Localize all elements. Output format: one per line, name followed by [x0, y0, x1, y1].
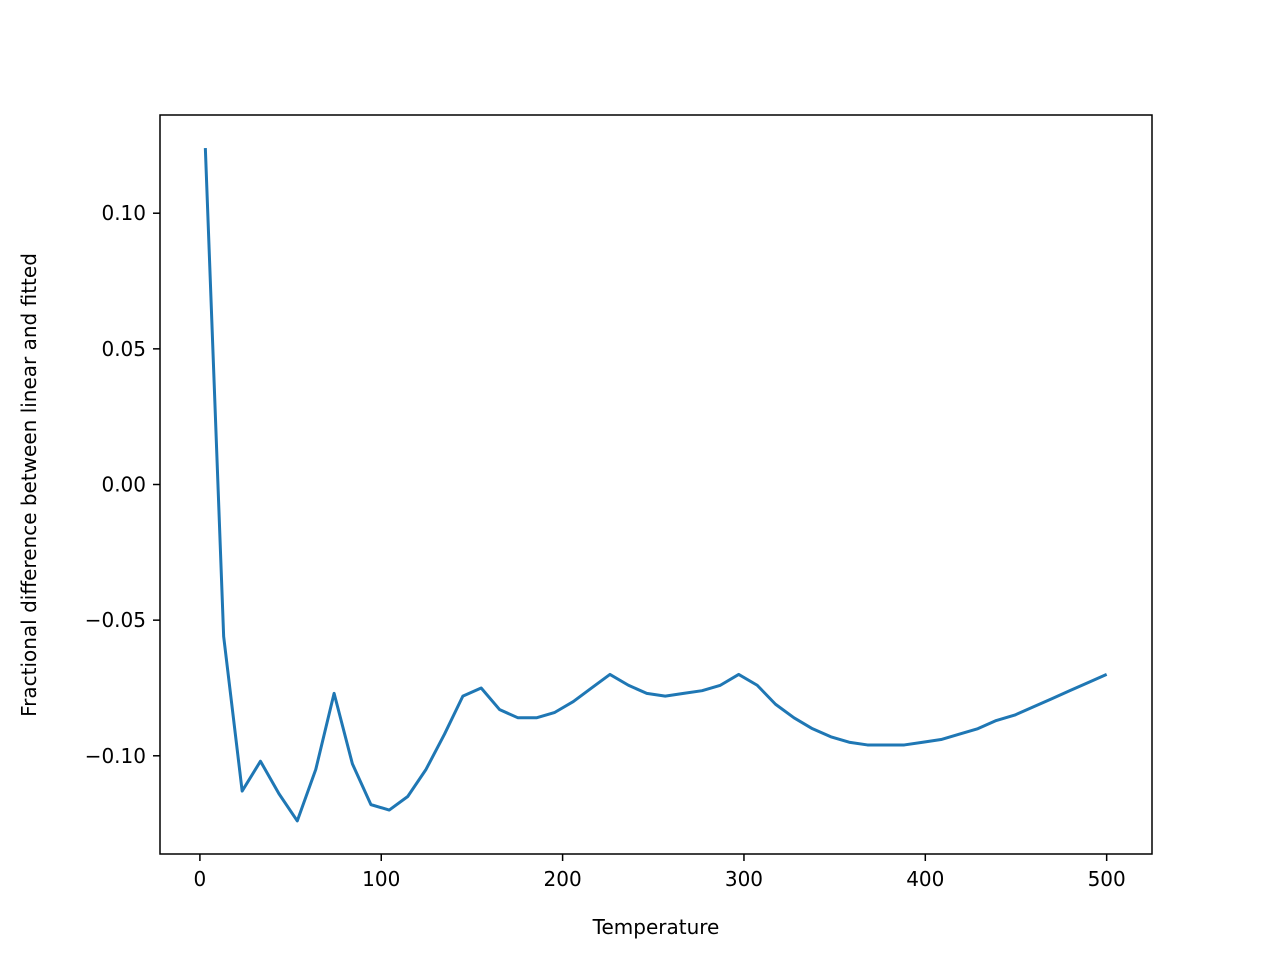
x-axis-label: Temperature: [592, 915, 720, 939]
x-tick-label: 200: [544, 867, 582, 891]
x-tick-label: 500: [1088, 867, 1126, 891]
y-tick-label: 0.00: [101, 473, 146, 497]
x-tick-label: 300: [725, 867, 763, 891]
y-axis-label: Fractional difference between linear and…: [17, 253, 41, 717]
y-tick-label: 0.10: [101, 201, 146, 225]
data-line: [203, 148, 1108, 823]
plot-frame: [159, 114, 1153, 855]
x-tick-label: 400: [906, 867, 944, 891]
x-tick-label: 0: [194, 867, 207, 891]
x-tick-label: 100: [362, 867, 400, 891]
y-tick-label: 0.05: [101, 337, 146, 361]
y-tick-label: −0.05: [85, 608, 146, 632]
y-tick-label: −0.10: [85, 744, 146, 768]
